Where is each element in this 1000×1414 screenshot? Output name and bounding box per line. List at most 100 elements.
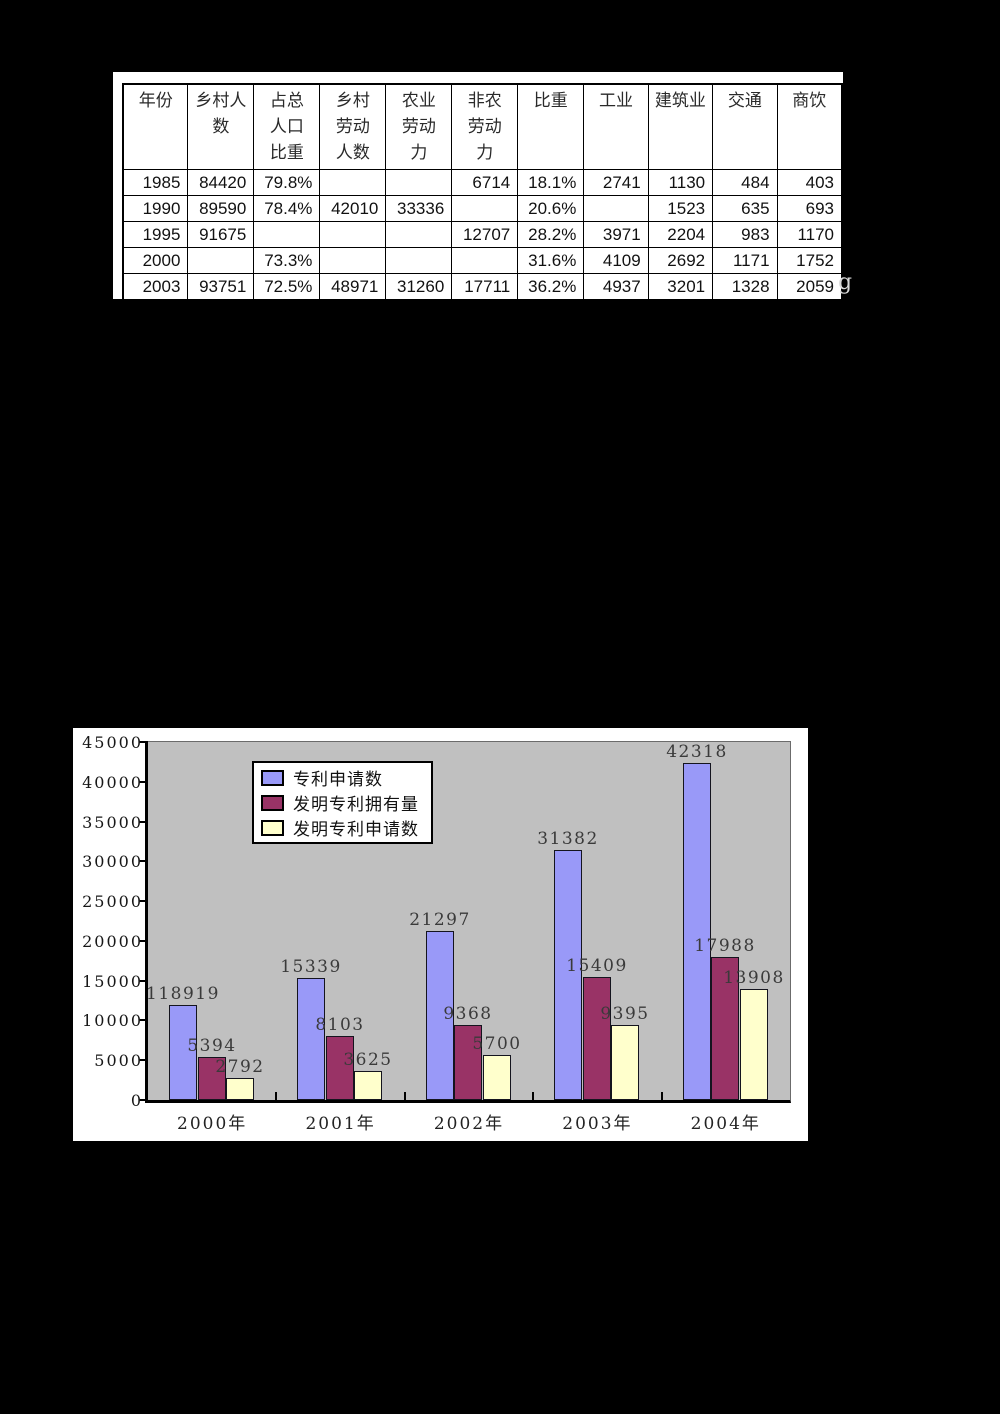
x-axis-tick [532, 1092, 535, 1100]
table-cell: 1995 [122, 221, 189, 248]
table-cell: 28.2% [517, 221, 585, 248]
bar [198, 1057, 226, 1100]
bar-value-label: 21297 [409, 910, 471, 930]
bar [297, 978, 325, 1100]
bar [583, 977, 611, 1100]
bar-value-label: 17988 [694, 936, 756, 956]
table-row: 2000 73.3% 31.6% 4109 2692 1171 1752 [122, 247, 843, 274]
table-cell: 1328 [712, 273, 778, 301]
bar-value-label: 9395 [600, 1004, 650, 1024]
bar [454, 1025, 482, 1100]
table-cell: 20.6% [517, 195, 585, 222]
table-cell: 18.1% [517, 169, 585, 196]
y-axis-tick [139, 820, 148, 823]
table-cell: 635 [712, 195, 778, 222]
table-cell: 89590 [187, 195, 255, 222]
legend-label: 专利申请数 [293, 770, 383, 790]
table-cell: 42010 [319, 195, 387, 222]
stray-text-fragment: g [838, 270, 853, 295]
table-cell: 4937 [583, 273, 649, 301]
legend-label: 发明专利申请数 [293, 820, 419, 840]
legend-color-swatch [261, 794, 284, 811]
y-axis-tick [139, 979, 148, 982]
legend-color-swatch [261, 769, 284, 786]
table-cell [583, 195, 649, 222]
table-cell: 31260 [385, 273, 453, 301]
table-header-cell: 年份 [122, 83, 189, 170]
table-cell: 2204 [647, 221, 714, 248]
table-cell: 72.5% [253, 273, 321, 301]
bar [226, 1078, 254, 1100]
bar-value-label: 8103 [315, 1015, 365, 1035]
bar [354, 1071, 382, 1100]
table-cell [187, 247, 255, 274]
table-cell: 2000 [122, 247, 189, 274]
bar-value-label: 9368 [443, 1004, 493, 1024]
table-cell [385, 221, 453, 248]
y-axis-tick [139, 741, 148, 743]
table-cell: 2003 [122, 273, 189, 301]
bar [611, 1025, 639, 1100]
y-axis-label: 25000 [82, 892, 143, 912]
table-cell [319, 169, 387, 196]
table-row: 1990 89590 78.4% 42010 33336 20.6% 1523 635 693 [122, 195, 843, 222]
table-header-cell: 比重 [517, 83, 585, 170]
table-header-cell: 农业 劳动 力 [385, 83, 453, 170]
table-header-cell: 乡村 劳动 人数 [319, 83, 387, 170]
table-cell: 484 [712, 169, 778, 196]
bar-value-label: 13908 [723, 968, 785, 988]
table-cell: 3971 [583, 221, 649, 248]
table-cell [253, 221, 321, 248]
table-cell: 79.8% [253, 169, 321, 196]
rural-statistics-table: 年份 乡村人 数占总 人口 比重 乡村 劳动 人数 农业 劳动 力非农 劳动 力比重工… [122, 83, 843, 301]
table-cell: 693 [776, 195, 843, 222]
table-row: 2003 93751 72.5% 48971 31260 17711 36.2% 4937 32… [122, 273, 843, 301]
bar [740, 989, 768, 1100]
table-cell: 403 [776, 169, 843, 196]
table-cell: 983 [712, 221, 778, 248]
y-axis-label: 15000 [82, 971, 143, 991]
table-cell: 1985 [122, 169, 189, 196]
x-axis-label: 2001年 [305, 1114, 376, 1134]
y-axis-label: 20000 [82, 931, 143, 951]
chart-legend: 专利申请数发明专利拥有量 发明专利申请数 [252, 761, 433, 844]
table-cell [451, 195, 519, 222]
legend-item: 发明专利拥有量 [261, 790, 419, 815]
legend-item: 发明专利申请数 [261, 815, 419, 840]
table-header-cell: 商饮 [776, 83, 843, 170]
bar-value-label: 5394 [187, 1036, 237, 1056]
y-axis-label: 35000 [82, 812, 143, 832]
table-header-cell: 占总 人口 比重 [253, 83, 321, 170]
table-cell: 84420 [187, 169, 255, 196]
legend-color-swatch [261, 819, 284, 836]
table-cell [319, 247, 387, 274]
bar-value-label: 118919 [146, 984, 220, 1004]
table-cell [319, 221, 387, 248]
table-header-cell: 建筑业 [647, 83, 714, 170]
y-axis-tick [139, 939, 148, 942]
table-cell [385, 169, 453, 196]
table-cell: 31.6% [517, 247, 585, 274]
y-axis-label: 40000 [82, 772, 143, 792]
x-axis-label: 2000年 [177, 1114, 248, 1134]
table-cell: 1171 [712, 247, 778, 274]
table-body: 1985 84420 79.8% 6714 18.1% 2741 1130 484 403 199… [122, 169, 843, 301]
table-row: 1995 91675 12707 28.2% 3971 2204 983 1170 [122, 221, 843, 248]
y-axis-tick [139, 860, 148, 863]
table-cell: 6714 [451, 169, 519, 196]
y-axis-label: 30000 [82, 852, 143, 872]
bar [554, 850, 582, 1100]
y-axis-tick [139, 780, 148, 783]
rural-statistics-table-panel: 年份 乡村人 数占总 人口 比重 乡村 劳动 人数 农业 劳动 力非农 劳动 力比重工… [113, 72, 843, 301]
y-axis-tick [139, 900, 148, 903]
x-axis-tick [275, 1092, 278, 1100]
table-cell: 17711 [451, 273, 519, 301]
y-axis-label: 0 [130, 1091, 143, 1110]
legend-label: 发明专利拥有量 [293, 795, 419, 815]
table-cell: 48971 [319, 273, 387, 301]
bar [426, 931, 454, 1100]
table-cell: 1990 [122, 195, 189, 222]
y-axis-label: 45000 [82, 733, 143, 752]
x-axis-tick [403, 1092, 406, 1100]
table-row: 1985 84420 79.8% 6714 18.1% 2741 1130 484 403 [122, 169, 843, 196]
